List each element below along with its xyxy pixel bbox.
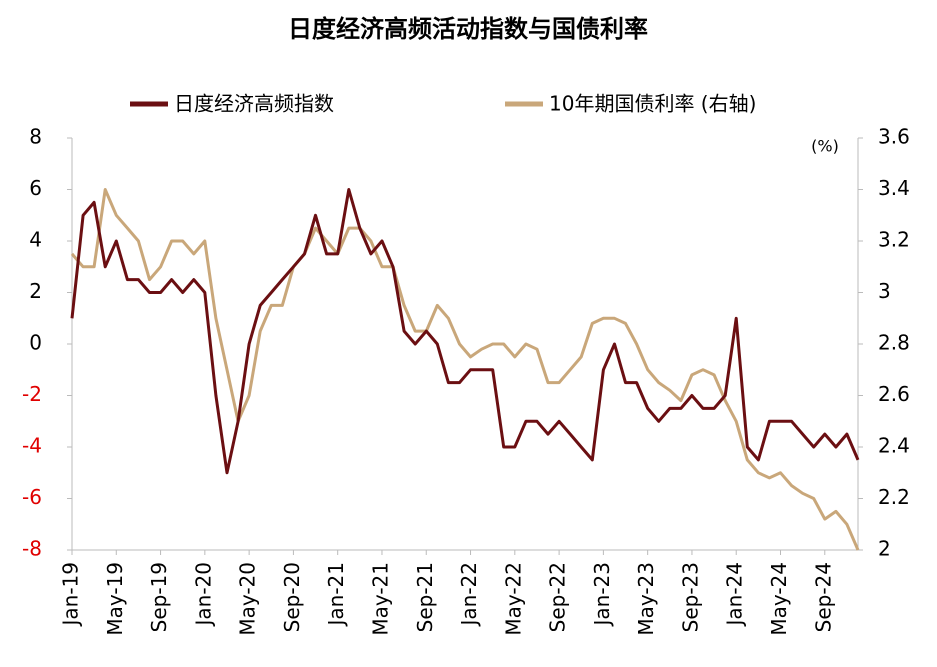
x-tick-label: Jan-21	[324, 562, 348, 628]
x-tick-label: May-19	[103, 562, 127, 636]
series-line	[70, 188, 860, 551]
y-tick-label: -8	[22, 537, 42, 561]
legend-label: 10年期国债利率 (右轴)	[549, 92, 756, 116]
x-tick-label: Jan-24	[723, 562, 747, 628]
y-tick-label: 6	[29, 176, 42, 200]
x-tick-label: May-22	[501, 562, 525, 636]
x-tick-label: Sep-23	[678, 562, 702, 632]
legend-label: 日度经济高频指数	[174, 92, 334, 116]
x-tick-label: May-23	[634, 562, 658, 636]
x-tick-label: Jan-22	[457, 562, 481, 628]
series-line	[70, 188, 860, 475]
y2-tick-label: 2.4	[878, 434, 910, 458]
y2-tick-label: 3.4	[878, 176, 910, 200]
y-tick-label: -6	[22, 485, 42, 509]
x-tick-label: Sep-21	[413, 562, 437, 632]
x-tick-label: Sep-22	[546, 562, 570, 632]
y-tick-label: -2	[22, 382, 42, 406]
x-tick-label: Jan-20	[191, 562, 215, 628]
y2-tick-label: 2	[878, 537, 891, 561]
x-tick-label: Sep-20	[280, 562, 304, 632]
y-tick-label: 4	[29, 228, 42, 252]
y-tick-label: -4	[22, 434, 42, 458]
chart-title: 日度经济高频活动指数与国债利率	[288, 15, 648, 43]
legend: 日度经济高频指数 10年期国债利率 (右轴)	[130, 92, 756, 116]
y-tick-label: 2	[29, 279, 42, 303]
x-tick-label: Sep-24	[811, 562, 835, 632]
x-tick-label: Jan-23	[590, 562, 614, 628]
x-tick-label: May-21	[368, 562, 392, 636]
y-tick-label: 0	[29, 331, 42, 355]
y2-tick-label: 2.8	[878, 331, 910, 355]
x-tick-label: May-20	[236, 562, 260, 636]
y-tick-label: 8	[29, 125, 42, 149]
y2-tick-label: 3.6	[878, 125, 910, 149]
y2-tick-label: 3	[878, 279, 891, 303]
y2-tick-label: 2.2	[878, 485, 910, 509]
x-tick-label: Sep-19	[147, 562, 171, 632]
y2-tick-label: 3.2	[878, 228, 910, 252]
x-tick-label: Jan-19	[59, 562, 83, 628]
x-tick-label: May-24	[767, 562, 791, 636]
y2-tick-label: 2.6	[878, 382, 910, 406]
y2-unit: (%)	[811, 137, 839, 156]
